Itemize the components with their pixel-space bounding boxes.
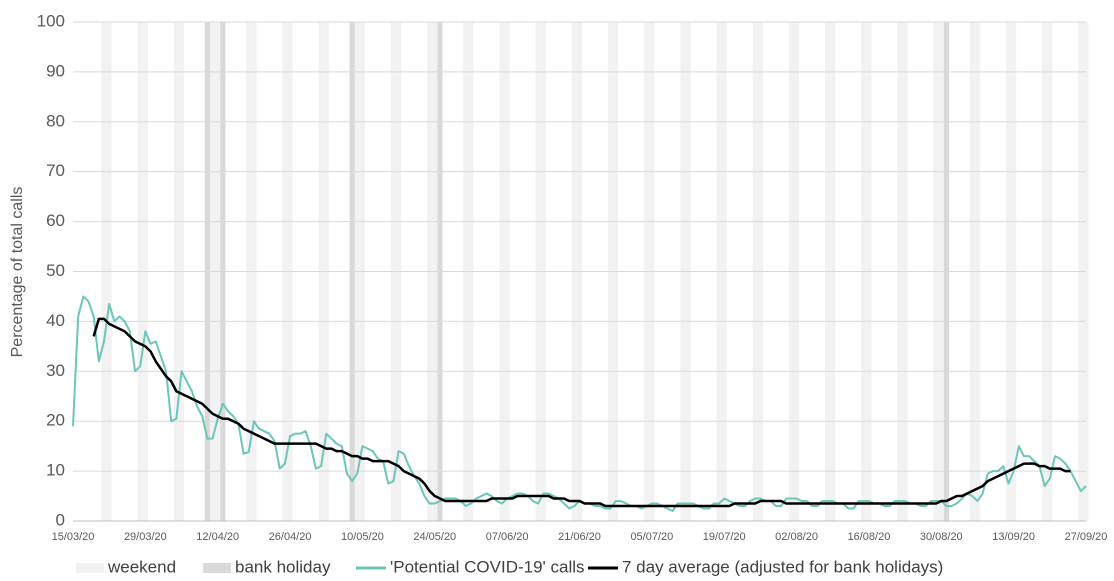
x-tick-label: 16/08/20 [848,531,891,543]
y-tick-label: 60 [46,211,65,230]
x-tick-label: 29/03/20 [124,531,167,543]
y-axis-title: Percentage of total calls [9,187,26,358]
x-tick-label: 21/06/20 [558,531,601,543]
x-tick-label: 30/08/20 [920,531,963,543]
legend-label: 'Potential COVID-19' calls [390,557,585,576]
x-tick-label: 15/03/20 [52,531,95,543]
legend-swatch [203,563,231,573]
y-tick-label: 100 [37,11,65,30]
x-tick-label: 10/05/20 [341,531,384,543]
y-tick-label: 90 [46,61,65,80]
x-tick-label: 24/05/20 [413,531,456,543]
y-tick-label: 40 [46,311,65,330]
x-tick-label: 07/06/20 [486,531,529,543]
x-tick-label: 12/04/20 [196,531,239,543]
x-tick-label: 02/08/20 [775,531,818,543]
y-tick-label: 20 [46,411,65,430]
x-tick-label: 27/09/20 [1065,531,1108,543]
legend-label: bank holiday [235,557,331,576]
y-tick-label: 50 [46,261,65,280]
y-tick-label: 30 [46,361,65,380]
x-tick-label: 13/09/20 [992,531,1035,543]
legend-label: weekend [107,557,176,576]
y-tick-label: 70 [46,161,65,180]
x-tick-label: 19/07/20 [703,531,746,543]
x-tick-label: 26/04/20 [269,531,312,543]
x-tick-label: 05/07/20 [630,531,673,543]
y-tick-label: 0 [56,510,65,529]
legend-swatch [76,563,104,573]
y-tick-label: 10 [46,461,65,480]
series-line [92,317,1071,508]
y-tick-label: 80 [46,111,65,130]
legend-label: 7 day average (adjusted for bank holiday… [622,557,943,576]
